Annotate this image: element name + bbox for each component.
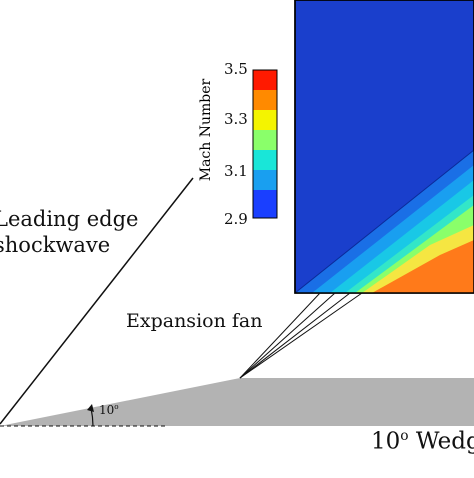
colorbar-swatch bbox=[253, 150, 277, 170]
colorbar-swatch bbox=[253, 130, 277, 150]
angle-label: 10o bbox=[99, 402, 119, 417]
colorbar-title: Mach Number bbox=[198, 78, 214, 182]
wedge-angle: 10 bbox=[371, 428, 401, 455]
colorbar-tick: 3.3 bbox=[224, 110, 248, 128]
leading-edge-line2: shockwave bbox=[0, 233, 111, 257]
colorbar-swatch bbox=[253, 90, 277, 110]
colorbar-tick: 2.9 bbox=[224, 210, 248, 228]
contour-line bbox=[294, 149, 474, 294]
contour-frame bbox=[294, 0, 474, 294]
angle-degree: o bbox=[114, 402, 119, 411]
shockwave-line bbox=[0, 177, 194, 425]
expansion-fan-label: Expansion fan bbox=[126, 310, 263, 332]
colorbar-swatch bbox=[253, 170, 277, 190]
contour-band-7 bbox=[372, 240, 474, 293]
angle-value: 10 bbox=[99, 403, 115, 417]
expansion-fan-line bbox=[239, 292, 363, 379]
below-wedge-mask bbox=[0, 426, 474, 474]
colorbar-tick: 3.5 bbox=[224, 60, 248, 78]
colorbar-swatch bbox=[253, 70, 277, 90]
expansion-fan-line bbox=[239, 292, 336, 379]
leading-edge-label: Leading edge shockwave bbox=[0, 206, 138, 258]
expansion-fan-line bbox=[239, 292, 351, 379]
colorbar-frame bbox=[252, 69, 278, 219]
colorbar-swatch bbox=[253, 190, 277, 218]
wedge-text: Wedge bbox=[415, 428, 474, 455]
mach-contour-plot bbox=[294, 0, 474, 294]
leading-edge-line1: Leading edge bbox=[0, 207, 139, 231]
colorbar bbox=[252, 69, 278, 219]
colorbar-swatch bbox=[253, 110, 277, 130]
colorbar-tick: 3.1 bbox=[224, 162, 248, 180]
expansion-fan-line bbox=[239, 292, 321, 379]
wedge-label: 10o Wedge bbox=[371, 428, 474, 455]
angle-arrowhead bbox=[87, 404, 94, 412]
wedge-degree: o bbox=[400, 428, 409, 444]
